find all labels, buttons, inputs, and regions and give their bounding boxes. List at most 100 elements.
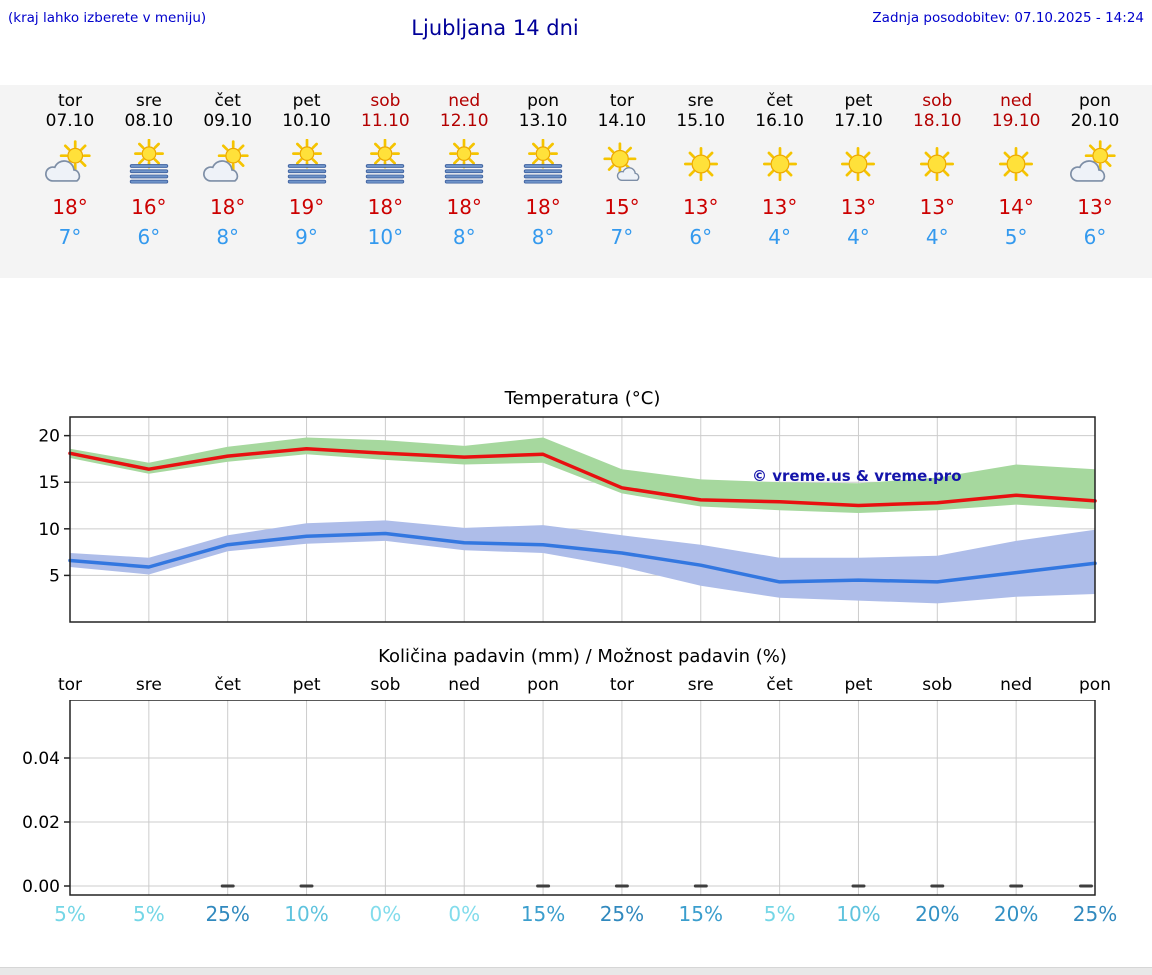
temp-line bbox=[68, 446, 1097, 508]
day-date: 15.10 bbox=[676, 111, 726, 131]
precip-day-label: sre bbox=[135, 675, 162, 695]
day-column: pet 10.10 19° 9° bbox=[266, 85, 348, 249]
day-date: 07.10 bbox=[45, 111, 95, 131]
temp-band bbox=[70, 520, 1095, 604]
precip-day-labels-row: tor sre čet pet sob ned pon tor sre čet pet sob ned p… bbox=[0, 675, 1152, 697]
day-column: sob 11.10 18° 10° bbox=[344, 85, 426, 249]
y-axis-label: 0.00 bbox=[22, 877, 60, 897]
y-axis-label: 15 bbox=[38, 473, 60, 493]
precip-probability: 5% bbox=[54, 902, 86, 926]
precip-bar bbox=[220, 884, 235, 888]
watermark-link[interactable]: © vreme.us & vreme.pro bbox=[752, 467, 962, 485]
y-axis-label: 20 bbox=[38, 427, 60, 447]
sun-fog-icon bbox=[266, 138, 348, 187]
day-low-temp: 8° bbox=[531, 225, 555, 249]
sun-cloud-icon bbox=[1054, 139, 1136, 187]
location-menu-note[interactable]: (kraj lahko izberete v meniju) bbox=[8, 10, 207, 26]
precip-probability: 0% bbox=[448, 902, 481, 926]
day-name: čet bbox=[214, 91, 241, 111]
day-low-temp: 6° bbox=[689, 225, 713, 249]
day-high-temp: 18° bbox=[525, 195, 561, 219]
last-update-timestamp: Zadnja posodobitev: 07.10.2025 - 14:24 bbox=[872, 10, 1144, 26]
day-column: tor 14.10 15° 7° bbox=[581, 85, 663, 249]
day-date: 19.10 bbox=[991, 111, 1041, 131]
sun-fog-icon bbox=[502, 138, 584, 187]
day-high-temp: 13° bbox=[1077, 195, 1113, 219]
precip-bar bbox=[851, 884, 866, 888]
day-column: pet 17.10 13° 4° bbox=[817, 85, 899, 249]
sun-icon bbox=[660, 139, 742, 187]
precip-probability: 10% bbox=[836, 902, 881, 926]
precip-probability: 5% bbox=[132, 902, 165, 926]
precip-probability: 25% bbox=[599, 902, 645, 926]
day-date: 09.10 bbox=[203, 111, 253, 131]
day-column: čet 16.10 13° 4° bbox=[739, 85, 821, 249]
precip-day-label: sob bbox=[922, 675, 953, 695]
day-date: 14.10 bbox=[597, 111, 647, 131]
day-name: pon bbox=[1079, 91, 1111, 111]
day-name: ned bbox=[1000, 91, 1033, 111]
day-column: sre 15.10 13° 6° bbox=[660, 85, 742, 249]
horizontal-scrollbar-track[interactable] bbox=[0, 967, 1152, 975]
precip-probability: 20% bbox=[993, 902, 1039, 926]
day-low-temp: 6° bbox=[137, 225, 161, 249]
precip-bar bbox=[693, 884, 708, 888]
precip-day-label: sob bbox=[370, 675, 401, 695]
sun-fog-icon bbox=[423, 138, 505, 187]
precip-bar bbox=[1079, 884, 1093, 888]
precip-probability-row: 5% 5% 25% 10% 0% 0% 15% 25% 15% 5% 10% 20% 20% 25% bbox=[0, 902, 1152, 930]
day-low-temp: 7° bbox=[610, 225, 634, 249]
precip-chart: 0.00 0.02 0.04 bbox=[22, 700, 1096, 897]
day-high-temp: 18° bbox=[209, 195, 246, 219]
page-title: Ljubljana 14 dni bbox=[411, 16, 579, 40]
precip-chart-title: Količina padavin (mm) / Možnost padavin … bbox=[378, 646, 787, 667]
precip-probability: 5% bbox=[763, 902, 796, 926]
precip-probability: 0% bbox=[369, 902, 402, 926]
day-column: pon 13.10 18° 8° bbox=[502, 85, 584, 249]
day-date: 11.10 bbox=[361, 111, 410, 131]
precip-day-label: tor bbox=[609, 675, 634, 695]
sun-icon bbox=[975, 139, 1057, 187]
sun-small-cloud-icon bbox=[581, 139, 663, 187]
temp-line bbox=[68, 531, 1097, 584]
day-name: sre bbox=[687, 91, 714, 111]
day-low-temp: 9° bbox=[295, 225, 318, 249]
precip-bar bbox=[299, 884, 314, 888]
sun-icon bbox=[739, 139, 821, 187]
day-high-temp: 13° bbox=[919, 195, 956, 219]
day-column: sre 08.10 16° 6° bbox=[108, 85, 190, 249]
day-low-temp: 10° bbox=[367, 225, 404, 249]
day-column: ned 12.10 18° 8° bbox=[423, 85, 505, 249]
day-name: pon bbox=[527, 91, 560, 111]
day-date: 17.10 bbox=[834, 111, 883, 131]
day-name: sre bbox=[135, 91, 162, 111]
day-low-temp: 7° bbox=[58, 225, 82, 249]
day-name: sob bbox=[370, 91, 401, 111]
sun-icon bbox=[896, 139, 978, 187]
precip-day-label: čet bbox=[766, 675, 793, 695]
day-name: tor bbox=[609, 91, 634, 111]
day-date: 16.10 bbox=[755, 111, 804, 131]
day-low-temp: 4° bbox=[768, 225, 791, 249]
day-name: tor bbox=[57, 91, 83, 111]
day-high-temp: 18° bbox=[367, 195, 404, 219]
precip-bar bbox=[614, 884, 629, 888]
day-column: čet 09.10 18° 8° bbox=[187, 85, 269, 249]
day-low-temp: 8° bbox=[216, 225, 240, 249]
temperature-chart: © vreme.us & vreme.pro 5 10 15 20 bbox=[38, 416, 1097, 623]
precip-probability: 25% bbox=[205, 902, 250, 926]
precip-bar bbox=[930, 884, 945, 888]
day-high-temp: 13° bbox=[840, 195, 877, 219]
precip-day-label: pet bbox=[844, 675, 873, 695]
day-date: 10.10 bbox=[282, 111, 331, 131]
precip-day-label: pon bbox=[1079, 675, 1111, 695]
day-column: sob 18.10 13° 4° bbox=[896, 85, 978, 249]
sun-cloud-icon bbox=[187, 139, 269, 187]
day-date: 08.10 bbox=[124, 111, 174, 131]
temperature-chart-title: Temperatura (°C) bbox=[504, 388, 661, 409]
precip-probability: 15% bbox=[678, 902, 723, 926]
precip-probability: 20% bbox=[915, 902, 960, 926]
day-low-temp: 8° bbox=[452, 225, 476, 249]
day-date: 13.10 bbox=[518, 111, 568, 131]
